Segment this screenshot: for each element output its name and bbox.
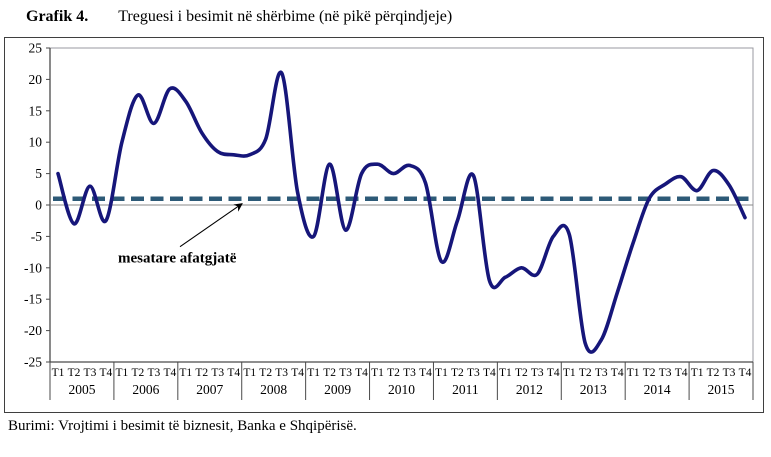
year-tick-label: 2013 [580,382,607,397]
quarter-tick-label: T3 [84,367,97,379]
quarter-tick-label: T3 [211,367,224,379]
quarter-tick-label: T2 [131,367,144,379]
y-tick-label: -10 [24,260,42,275]
quarter-tick-label: T2 [195,367,208,379]
quarter-tick-label: T4 [419,367,432,379]
quarter-tick-label: T3 [467,367,480,379]
quarter-tick-label: T1 [371,367,384,379]
quarter-tick-label: T1 [243,367,256,379]
y-tick-label: 25 [29,41,43,56]
quarter-tick-label: T4 [355,367,368,379]
annotation-arrow [179,203,243,248]
year-tick-label: 2005 [68,382,95,397]
y-tick-label: 0 [35,198,42,213]
quarter-tick-label: T1 [435,367,448,379]
y-tick-label: 10 [29,135,43,150]
quarter-tick-label: T1 [179,367,192,379]
quarter-tick-label: T1 [691,367,704,379]
chart-frame: 25 20 15 10 5 0 -5 -10 -15 -20 -25 T1 T2 T3 T4 2005 T1 T2… [4,37,764,413]
source-note: Burimi: Vrojtimi i besimit të biznesit, … [8,418,357,434]
chart-title: Grafik 4. Treguesi i besimit në shërbime… [0,0,771,26]
quarter-tick-label: T2 [259,367,272,379]
quarter-tick-label: T2 [68,367,81,379]
quarter-tick-label: T3 [531,367,544,379]
year-tick-label: 2014 [644,382,671,397]
quarter-tick-label: T1 [52,367,65,379]
quarter-tick-label: T1 [499,367,512,379]
year-tick-label: 2015 [708,382,735,397]
year-tick-label: 2012 [516,382,543,397]
quarter-tick-label: T4 [675,367,688,379]
y-tick-label: -25 [24,355,42,370]
quarter-tick-label: T3 [659,367,672,379]
quarter-tick-label: T4 [739,367,752,379]
quarter-tick-label: T2 [323,367,336,379]
quarter-tick-label: T2 [643,367,656,379]
chart-title-label: Grafik 4. [26,8,89,25]
year-tick-label: 2007 [196,382,223,397]
quarter-tick-label: T3 [339,367,352,379]
y-tick-label: -20 [24,323,42,338]
y-tick-label: -5 [31,229,42,244]
quarter-tick-label: T3 [403,367,416,379]
quarter-tick-label: T2 [387,367,400,379]
year-tick-label: 2006 [132,382,159,397]
y-tick-label: 5 [35,166,42,181]
quarter-tick-label: T4 [547,367,560,379]
quarter-tick-label: T4 [100,367,113,379]
year-tick-label: 2011 [452,382,479,397]
confidence-series-line [56,70,747,354]
quarter-tick-label: T2 [579,367,592,379]
year-tick-label: 2008 [260,382,287,397]
y-tick-label: 20 [29,72,43,87]
quarter-tick-label: T3 [595,367,608,379]
quarter-tick-label: T4 [163,367,176,379]
quarter-tick-label: T4 [291,367,304,379]
quarter-tick-label: T4 [227,367,240,379]
quarter-tick-label: T3 [275,367,288,379]
quarter-tick-label: T3 [147,367,160,379]
average-annotation-label: mesatare afatgjatë [118,251,237,267]
quarter-tick-label: T3 [723,367,736,379]
quarter-tick-label: T4 [483,367,496,379]
quarter-tick-label: T2 [707,367,720,379]
quarter-tick-label: T1 [627,367,640,379]
year-tick-label: 2009 [324,382,351,397]
year-tick-label: 2010 [388,382,415,397]
quarter-tick-label: T1 [116,367,129,379]
quarter-tick-label: T1 [307,367,320,379]
y-tick-label: 15 [29,103,43,118]
y-tick-label: -15 [24,292,42,307]
quarter-tick-label: T1 [563,367,576,379]
quarter-tick-label: T2 [451,367,464,379]
chart-title-text: Treguesi i besimit në shërbime (në pikë … [118,8,453,25]
quarter-tick-label: T2 [515,367,528,379]
quarter-tick-label: T4 [611,367,624,379]
